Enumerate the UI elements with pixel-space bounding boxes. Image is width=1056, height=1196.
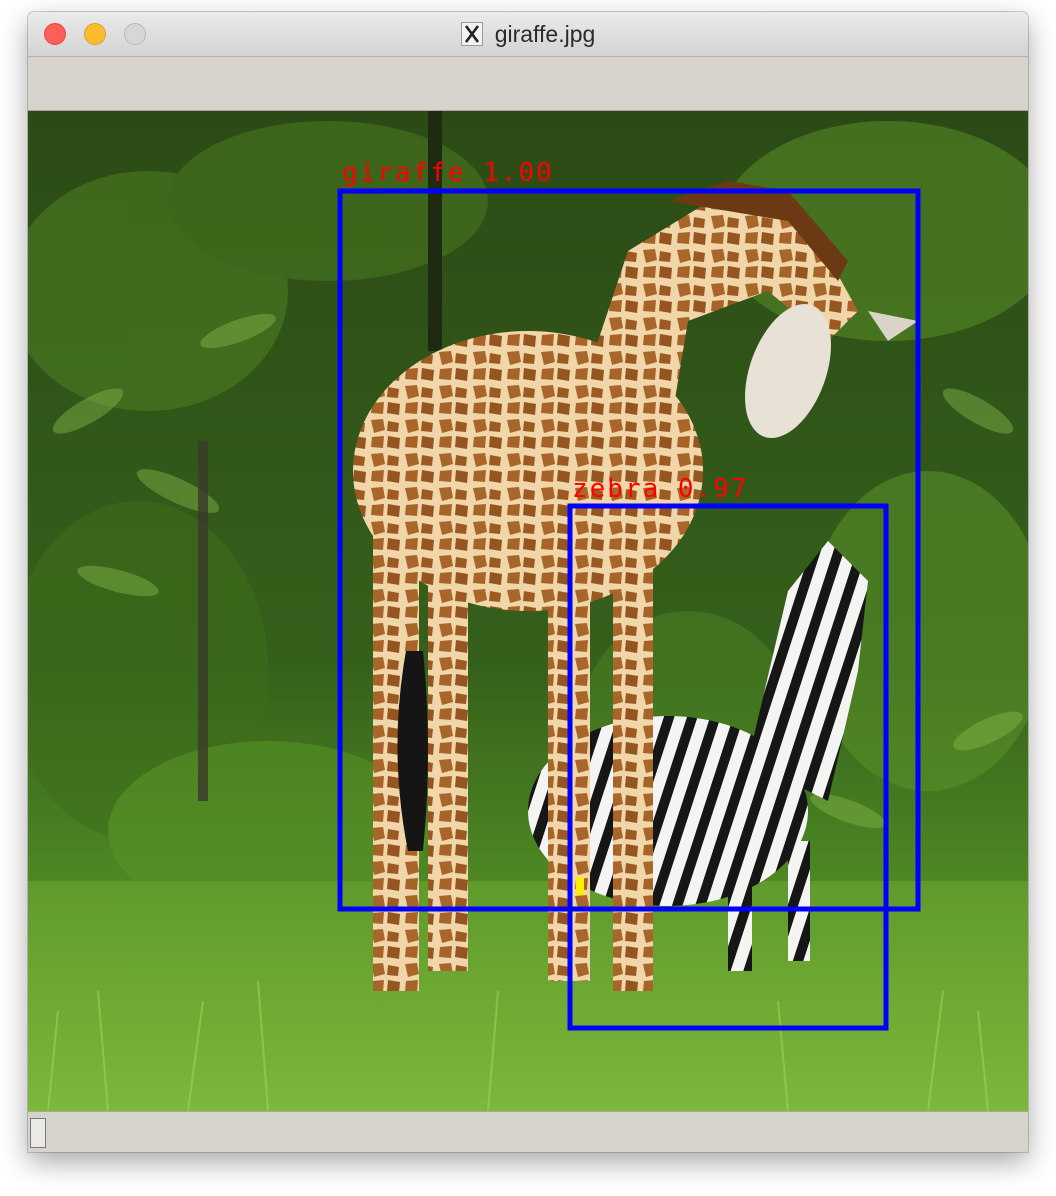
x11-icon (460, 22, 483, 46)
title-bar[interactable]: giraffe.jpg (28, 12, 1028, 57)
detection-giraffe[interactable]: giraffe 1.00 (337, 158, 921, 912)
label-giraffe: giraffe 1.00 (342, 158, 554, 188)
close-button[interactable] (44, 23, 66, 45)
detection-zebra[interactable]: zebra 0.97 (567, 474, 889, 1031)
image-window: giraffe.jpg (28, 12, 1028, 1152)
bbox-zebra (567, 503, 889, 1031)
label-zebra: zebra 0.97 (572, 474, 749, 504)
zebra-figure (528, 541, 868, 971)
zoom-button[interactable] (124, 23, 146, 45)
status-indicator (30, 1118, 46, 1148)
title-group: giraffe.jpg (28, 12, 1028, 56)
cursor-marker (576, 877, 584, 895)
detection-image: giraffe 1.00 zebra 0.97 (28, 111, 1028, 1111)
status-bar (28, 1111, 1028, 1152)
giraffe-figure (353, 181, 918, 991)
minimize-button[interactable] (84, 23, 106, 45)
window-title: giraffe.jpg (494, 20, 596, 47)
toolbar-area (28, 57, 1028, 111)
image-canvas[interactable]: giraffe 1.00 zebra 0.97 (28, 111, 1028, 1111)
bbox-giraffe (337, 188, 921, 912)
